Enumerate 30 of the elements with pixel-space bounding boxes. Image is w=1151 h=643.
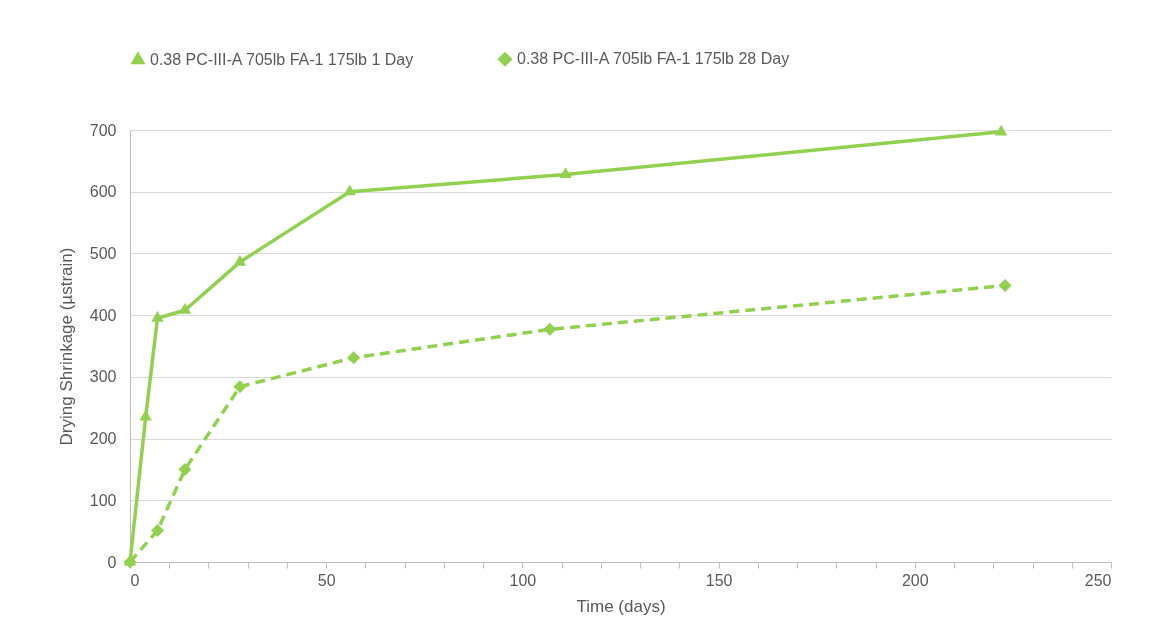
- y-tick-label: 300: [89, 368, 117, 386]
- point: [178, 303, 192, 314]
- x-tick-label: 200: [901, 571, 929, 589]
- y-tick-label: 500: [89, 244, 117, 262]
- point: [151, 311, 164, 322]
- x-tick-label: 150: [705, 571, 733, 589]
- point: [150, 524, 164, 538]
- point: [347, 351, 361, 365]
- point: [543, 322, 557, 336]
- x-tick-label: 50: [317, 571, 336, 589]
- y-tick-label: 400: [89, 306, 117, 324]
- point: [178, 462, 192, 476]
- y-tick-label: 0: [107, 553, 117, 571]
- y-tick-label: 200: [89, 430, 117, 448]
- point: [994, 124, 1008, 136]
- point: [233, 254, 247, 266]
- x-tick-label: 100: [509, 571, 537, 589]
- legend-label: 0.38 PC-III-A 705lb FA-1 175lb 28 Day: [517, 50, 790, 68]
- y-tick-label: 600: [89, 183, 117, 201]
- y-axis-title: Drying Shrinkage (µstrain): [56, 247, 76, 446]
- point: [998, 279, 1012, 293]
- x-tick-label: 250: [1084, 571, 1112, 589]
- y-tick-label: 100: [89, 491, 117, 509]
- legend-label: 0.38 PC-III-A 705lb FA-1 175lb 1 Day: [150, 51, 414, 68]
- point: [343, 184, 356, 196]
- point: [559, 167, 572, 179]
- x-axis-title: Time (days): [576, 596, 666, 616]
- y-tick-label: 700: [89, 121, 117, 139]
- x-tick-label: 0: [130, 571, 140, 589]
- point: [233, 380, 247, 394]
